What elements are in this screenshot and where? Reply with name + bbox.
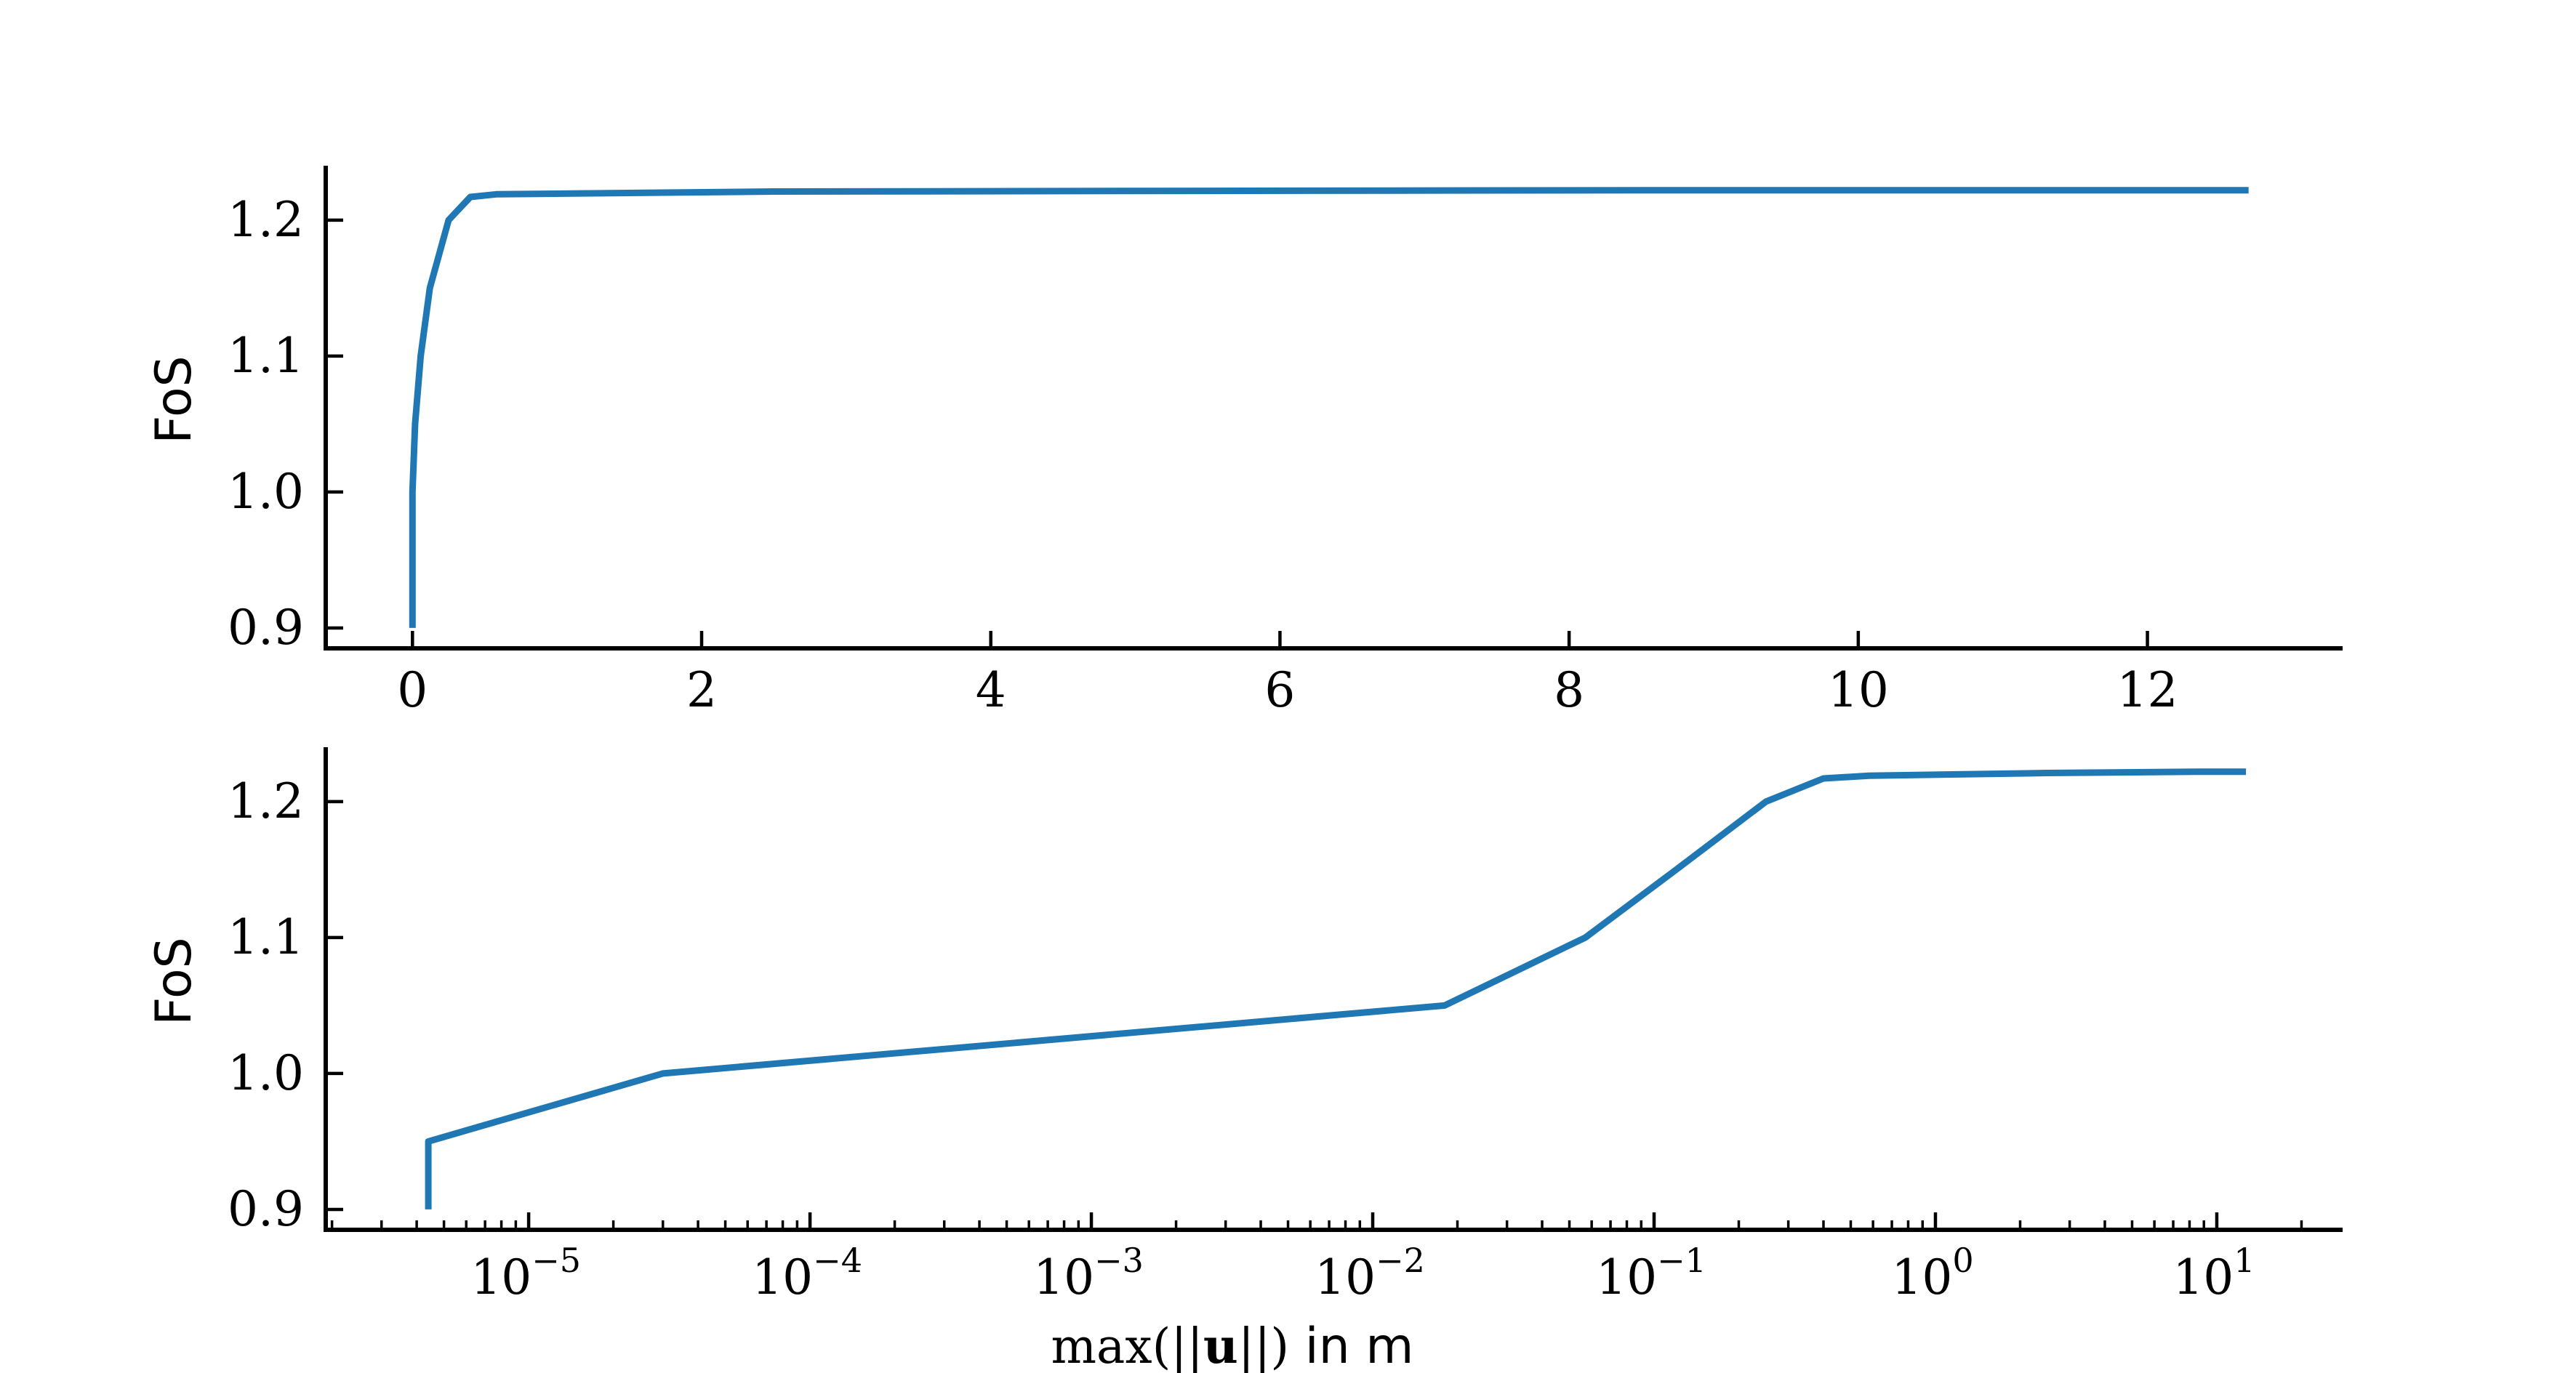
x-tick-label: 10: [1828, 662, 1889, 718]
x-tick-label-exponent: 1: [2234, 1241, 2255, 1280]
x-tick-label-base: 10: [1891, 1249, 1952, 1305]
x-tick-label: 10−2: [1315, 1241, 1425, 1305]
data-line: [409, 187, 2249, 628]
x-tick-label: 2: [686, 662, 717, 718]
x-axis-label: max(||u||) in m: [1051, 1318, 1413, 1373]
x-tick-label: 6: [1264, 662, 1295, 718]
x-tick-label: 12: [2117, 662, 2178, 718]
x-axis-label-unit: in m: [1289, 1318, 1413, 1373]
x-tick-label: 4: [976, 662, 1006, 718]
x-tick-label: 10−5: [470, 1241, 581, 1305]
x-tick-label-exponent: −5: [531, 1241, 581, 1280]
y-tick-label: 1.0: [228, 1045, 304, 1101]
x-tick-label: 100: [1891, 1241, 1973, 1305]
x-tick-label-base: 10: [2172, 1249, 2234, 1305]
y-tick-label: 1.1: [228, 909, 304, 965]
y-tick-label: 0.9: [228, 1181, 304, 1237]
data-line: [425, 768, 2247, 1209]
x-tick-label-exponent: −3: [1094, 1241, 1144, 1280]
x-axis-label-suffix: ||): [1238, 1318, 1289, 1373]
y-tick-label: 1.2: [228, 192, 304, 248]
x-tick-label-exponent: 0: [1952, 1241, 1973, 1280]
x-axis-label-bold: u: [1203, 1318, 1238, 1373]
y-tick-label: 1.2: [228, 773, 304, 829]
x-tick-label: 101: [2172, 1241, 2255, 1305]
x-tick-label: 10−1: [1596, 1241, 1706, 1305]
x-tick-label-base: 10: [1596, 1249, 1657, 1305]
x-tick-label-base: 10: [752, 1249, 813, 1305]
x-tick-label: 10−3: [1033, 1241, 1144, 1305]
y-axis-title: FoS: [145, 355, 203, 443]
x-axis-label-prefix: max(||: [1051, 1318, 1203, 1373]
y-tick-label: 1.0: [228, 464, 304, 520]
x-tick-label-base: 10: [1315, 1249, 1376, 1305]
y-axis-title: FoS: [145, 937, 203, 1025]
x-tick-label-base: 10: [470, 1249, 531, 1305]
chart-bottom-panel: 0.91.01.11.210−5 10−4 10−3 10−2 10−1 100 101Fo…: [145, 747, 2343, 1305]
y-tick-label: 1.1: [228, 328, 304, 384]
y-tick-label: 0.9: [228, 600, 304, 656]
x-tick-label: 0: [397, 662, 428, 718]
x-tick-label-base: 10: [1033, 1249, 1094, 1305]
x-tick-label: 10−4: [752, 1241, 862, 1305]
chart-top-panel: 0.9 1.0 1.1 1.2 0 2 4 6 8 10 12 FoS: [145, 166, 2343, 718]
x-tick-label-exponent: −2: [1376, 1241, 1425, 1280]
x-tick-label-exponent: −4: [813, 1241, 862, 1280]
x-tick-label: 8: [1554, 662, 1584, 718]
x-tick-label-exponent: −1: [1657, 1241, 1706, 1280]
